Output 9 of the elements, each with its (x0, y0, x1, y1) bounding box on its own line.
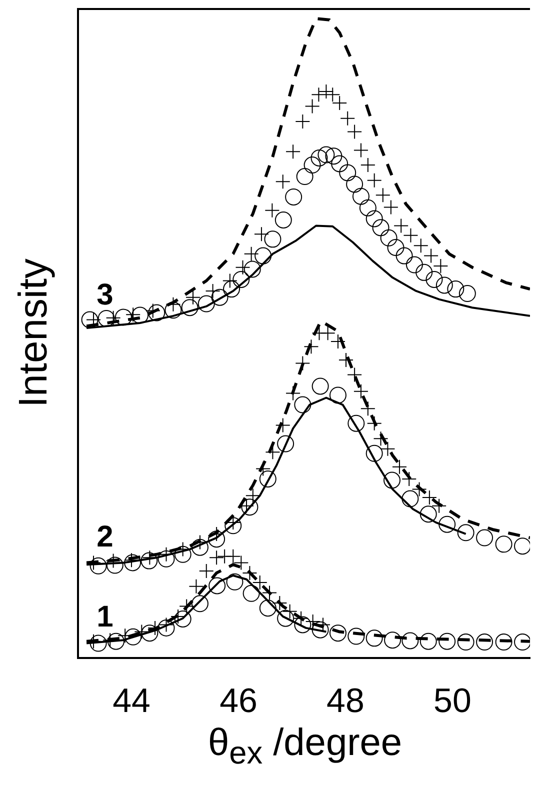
x-tick-label: 48 (326, 682, 364, 720)
x-tick-label: 44 (112, 682, 150, 720)
annotation: 1 (96, 600, 114, 634)
x-tick-label: 50 (434, 682, 472, 720)
annotation: 2 (96, 520, 114, 554)
y-axis-title: Intensity (12, 258, 56, 408)
annotation: 3 (96, 278, 114, 312)
x-tick-label: 46 (220, 682, 258, 720)
x-axis-title: θ$_{ex}$ /degree (206, 722, 404, 772)
